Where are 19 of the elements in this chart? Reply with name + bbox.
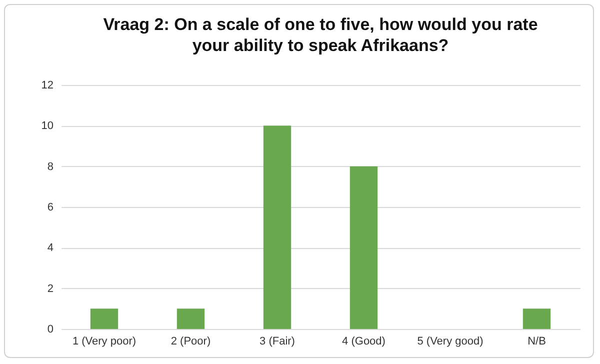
x-tick-label: 2 (Poor) [170, 336, 211, 348]
y-tick-label: 8 [47, 160, 54, 173]
x-tick-label: 5 (Very good) [417, 336, 484, 348]
bar [176, 308, 205, 329]
x-tick-label: 4 (Good) [342, 336, 386, 348]
y-tick-label: 2 [47, 282, 54, 295]
bar [263, 126, 292, 329]
bar [90, 308, 118, 329]
y-tick-label: 0 [47, 324, 54, 336]
bar [522, 308, 551, 329]
y-tick-label: 10 [41, 120, 54, 132]
y-tick-label: 6 [47, 202, 54, 214]
y-tick-label: 12 [41, 80, 54, 92]
chart-title: Vraag 2: On a scale of one to five, how would you rate your ability to speak Afrikaans? [103, 15, 538, 55]
x-tick-label: N/B [528, 336, 546, 348]
x-tick-label: 3 (Fair) [260, 336, 295, 348]
x-tick-label: 1 (Very poor) [72, 336, 136, 348]
y-tick-label: 4 [47, 242, 54, 254]
bar [350, 166, 378, 329]
